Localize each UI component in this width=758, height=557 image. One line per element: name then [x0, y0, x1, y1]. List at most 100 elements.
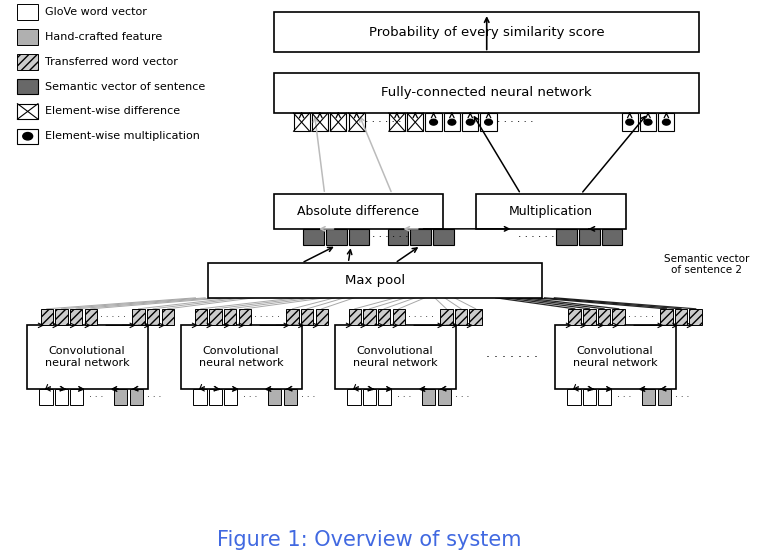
Bar [209, 309, 221, 325]
Circle shape [448, 119, 456, 125]
Bar [462, 113, 478, 131]
Text: · · ·: · · · [455, 393, 469, 402]
Bar [147, 309, 159, 325]
Bar [583, 309, 596, 325]
Text: · · ·: · · · [243, 393, 258, 402]
Bar [293, 113, 310, 131]
Bar [274, 73, 700, 113]
Text: · · · · ·: · · · · · [254, 312, 280, 321]
Bar [455, 309, 467, 325]
Bar [17, 4, 38, 20]
Bar [70, 389, 83, 405]
Text: · · · · · · ·: · · · · · · · [487, 350, 538, 364]
Bar [675, 309, 688, 325]
Bar [437, 389, 451, 405]
Circle shape [662, 119, 670, 125]
Bar [114, 389, 127, 405]
Bar [602, 229, 622, 246]
Text: Multiplication: Multiplication [509, 205, 593, 218]
Text: · · ·: · · · [617, 393, 631, 402]
Bar [579, 229, 600, 246]
Bar [301, 309, 313, 325]
Bar [55, 389, 68, 405]
Text: · · · · · ·: · · · · · · [518, 232, 554, 242]
Text: Semantic vector of sentence: Semantic vector of sentence [45, 81, 205, 91]
Bar [70, 309, 83, 325]
Bar [583, 389, 596, 405]
Bar [349, 229, 369, 246]
Bar [640, 113, 656, 131]
Bar [303, 229, 324, 246]
Bar [393, 309, 405, 325]
Text: · · ·: · · · [301, 393, 315, 402]
Bar [425, 113, 442, 131]
Bar [378, 389, 391, 405]
Text: Convolutional
neural network: Convolutional neural network [199, 346, 283, 368]
Bar [315, 309, 328, 325]
Bar [444, 113, 460, 131]
Bar [268, 389, 281, 405]
Bar [363, 309, 376, 325]
Bar [180, 325, 302, 389]
Bar [389, 113, 405, 131]
Text: Element-wise difference: Element-wise difference [45, 106, 180, 116]
Text: · · · · ·: · · · · · [408, 312, 434, 321]
Bar [411, 229, 431, 246]
Text: · · ·: · · · [675, 393, 689, 402]
Text: Figure 1: Overview of system: Figure 1: Overview of system [217, 530, 522, 550]
Text: GloVe word vector: GloVe word vector [45, 7, 147, 17]
Circle shape [484, 119, 493, 125]
Bar [568, 389, 581, 405]
Bar [690, 309, 702, 325]
Bar [195, 309, 207, 325]
Bar [407, 113, 423, 131]
Circle shape [466, 119, 474, 125]
Text: · · · · · ·: · · · · · · [371, 232, 409, 242]
Text: Max pool: Max pool [345, 274, 405, 287]
Bar [363, 389, 376, 405]
Text: Element-wise multiplication: Element-wise multiplication [45, 131, 200, 141]
Text: · · ·: · · · [146, 393, 161, 402]
Bar [39, 389, 52, 405]
Bar [330, 113, 346, 131]
Bar [377, 309, 390, 325]
Bar [469, 309, 482, 325]
Bar [287, 309, 299, 325]
Bar [208, 263, 542, 298]
Bar [555, 325, 675, 389]
Bar [556, 229, 577, 246]
Bar [274, 12, 700, 52]
Text: · · · · · ·: · · · · · · [365, 117, 401, 127]
Text: Probability of every similarity score: Probability of every similarity score [369, 26, 605, 39]
Bar [312, 113, 328, 131]
Bar [347, 389, 361, 405]
Circle shape [23, 133, 33, 140]
Bar [40, 309, 53, 325]
Text: Hand-crafted feature: Hand-crafted feature [45, 32, 162, 42]
Text: · · ·: · · · [397, 393, 412, 402]
Bar [17, 104, 38, 119]
Bar [130, 389, 143, 405]
Circle shape [430, 119, 437, 125]
Bar [598, 389, 612, 405]
Text: Convolutional
neural network: Convolutional neural network [352, 346, 437, 368]
Bar [476, 194, 626, 229]
Bar [440, 309, 453, 325]
Bar [239, 309, 251, 325]
Bar [660, 309, 672, 325]
Text: Semantic vector
of sentence 2: Semantic vector of sentence 2 [664, 253, 750, 275]
Bar [349, 113, 365, 131]
Text: Transferred word vector: Transferred word vector [45, 57, 178, 67]
Text: · · · · ·: · · · · · [100, 312, 126, 321]
Bar [622, 113, 637, 131]
Text: Fully-connected neural network: Fully-connected neural network [381, 86, 592, 100]
Bar [349, 309, 361, 325]
Bar [598, 309, 610, 325]
Bar [334, 325, 456, 389]
Bar [642, 389, 656, 405]
Bar [17, 79, 38, 94]
Bar [658, 113, 675, 131]
Bar [422, 389, 435, 405]
Bar [224, 389, 237, 405]
Text: Convolutional
neural network: Convolutional neural network [45, 346, 130, 368]
